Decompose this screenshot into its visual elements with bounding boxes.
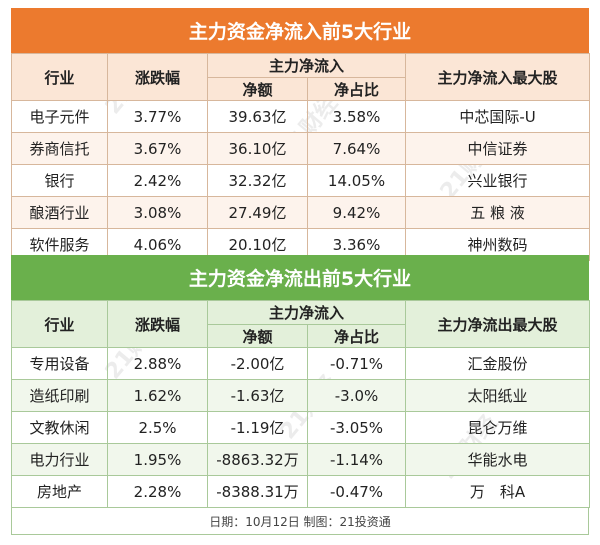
stock-cell: 太阳纸业 [405, 379, 591, 412]
industry-cell: 电力行业 [11, 443, 108, 476]
table-row: 文教休闲 2.5% -1.19亿 -3.05% 昆仑万维 [11, 411, 591, 444]
col-header-industry: 行业 [11, 300, 108, 348]
col-header-change: 涨跌幅 [107, 300, 208, 348]
amount-cell: -2.00亿 [207, 347, 308, 380]
col-header-top-stock: 主力净流入最大股 [405, 53, 591, 101]
col-header-top-stock: 主力净流出最大股 [405, 300, 591, 348]
table-row: 造纸印刷 1.62% -1.63亿 -3.0% 太阳纸业 [11, 379, 591, 412]
stock-cell: 中信证券 [405, 132, 591, 165]
ratio-cell: 14.05% [306, 164, 407, 197]
industry-cell: 房地产 [11, 475, 108, 508]
table-row: 房地产 2.28% -8388.31万 -0.47% 万 科A [11, 475, 591, 508]
ratio-cell: -3.0% [306, 379, 407, 412]
stock-cell: 中芯国际-U [405, 100, 591, 133]
ratio-cell: -3.05% [306, 411, 407, 444]
industry-cell: 文教休闲 [11, 411, 108, 444]
ratio-cell: -1.14% [306, 443, 407, 476]
change-cell: 3.77% [107, 100, 208, 133]
inflow-title: 主力资金净流入前5大行业 [11, 8, 589, 53]
col-header-netflow: 主力净流入 [206, 53, 407, 78]
change-cell: 1.62% [107, 379, 208, 412]
col-header-ratio: 净占比 [306, 77, 407, 101]
change-cell: 3.67% [107, 132, 208, 165]
industry-cell: 银行 [11, 164, 108, 197]
table-row: 酿酒行业 3.08% 27.49亿 9.42% 五 粮 液 [11, 196, 591, 229]
col-header-netflow: 主力净流入 [206, 300, 407, 325]
industry-cell: 造纸印刷 [11, 379, 108, 412]
industry-cell: 专用设备 [11, 347, 108, 380]
ratio-cell: -0.47% [306, 475, 407, 508]
header-row: 行业 涨跌幅 主力净流入 主力净流出最大股 [11, 300, 591, 348]
header-subrow: 净额 净占比 [12, 324, 590, 348]
amount-cell: 36.10亿 [207, 132, 308, 165]
col-header-amount: 净额 [207, 324, 308, 348]
industry-cell: 券商信托 [11, 132, 108, 165]
amount-cell: -1.19亿 [207, 411, 308, 444]
change-cell: 2.5% [107, 411, 208, 444]
amount-cell: -8863.32万 [207, 443, 308, 476]
stock-cell: 五 粮 液 [405, 196, 591, 229]
industry-cell: 电子元件 [11, 100, 108, 133]
col-header-change: 涨跌幅 [107, 53, 208, 101]
table-row: 电力行业 1.95% -8863.32万 -1.14% 华能水电 [11, 443, 591, 476]
table-row: 券商信托 3.67% 36.10亿 7.64% 中信证券 [11, 132, 591, 165]
header-row: 行业 涨跌幅 主力净流入 主力净流入最大股 [11, 53, 591, 101]
table-row: 专用设备 2.88% -2.00亿 -0.71% 汇金股份 [11, 347, 591, 380]
amount-cell: 32.32亿 [207, 164, 308, 197]
stock-cell: 昆仑万维 [405, 411, 591, 444]
outflow-table: 行业 涨跌幅 主力净流入 主力净流出最大股 净额 净占比 专用设备 2.88% … [11, 300, 591, 508]
stock-cell: 汇金股份 [405, 347, 591, 380]
outflow-title: 主力资金净流出前5大行业 [11, 255, 589, 300]
stock-cell: 兴业银行 [405, 164, 591, 197]
change-cell: 2.42% [107, 164, 208, 197]
change-cell: 2.28% [107, 475, 208, 508]
ratio-cell: 3.58% [306, 100, 407, 133]
amount-cell: 27.49亿 [207, 196, 308, 229]
stock-cell: 万 科A [405, 475, 591, 508]
change-cell: 2.88% [107, 347, 208, 380]
amount-cell: -1.63亿 [207, 379, 308, 412]
amount-cell: 39.63亿 [207, 100, 308, 133]
table-row: 电子元件 3.77% 39.63亿 3.58% 中芯国际-U [11, 100, 591, 133]
footer-credit: 日期：10月12日 制图：21投资通 [11, 508, 589, 535]
change-cell: 1.95% [107, 443, 208, 476]
amount-cell: -8388.31万 [207, 475, 308, 508]
ratio-cell: -0.71% [306, 347, 407, 380]
stock-cell: 华能水电 [405, 443, 591, 476]
inflow-table: 行业 涨跌幅 主力净流入 主力净流入最大股 净额 净占比 电子元件 3.77% … [11, 53, 591, 261]
table-row: 银行 2.42% 32.32亿 14.05% 兴业银行 [11, 164, 591, 197]
col-header-ratio: 净占比 [306, 324, 407, 348]
ratio-cell: 9.42% [306, 196, 407, 229]
ratio-cell: 7.64% [306, 132, 407, 165]
col-header-amount: 净额 [207, 77, 308, 101]
col-header-industry: 行业 [11, 53, 108, 101]
industry-cell: 酿酒行业 [11, 196, 108, 229]
change-cell: 3.08% [107, 196, 208, 229]
